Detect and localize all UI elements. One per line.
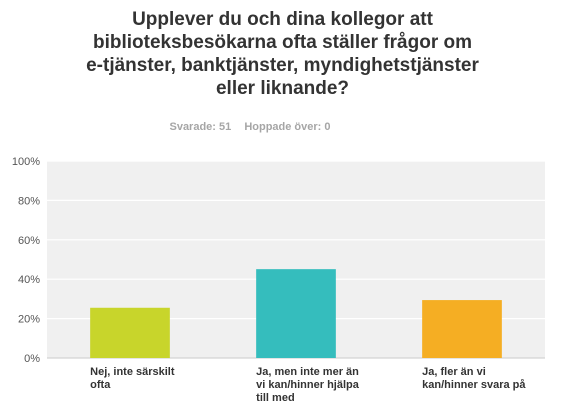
y-tick-label: 40% bbox=[18, 274, 40, 286]
category-label-line: Ja, men inte mer än bbox=[256, 366, 359, 378]
y-tick-label: 20% bbox=[18, 314, 40, 326]
response-summary: Svarade: 51 Hoppade över: 0 bbox=[0, 121, 500, 133]
bar-1 bbox=[90, 307, 170, 358]
category-label: Ja, men inte mer än vi kan/hinner hjälpa t… bbox=[256, 366, 396, 405]
answered-count: Svarade: 51 bbox=[169, 121, 232, 133]
y-tick-label: 100% bbox=[12, 156, 40, 168]
question-title: Upplever du och dina kollegor att biblio… bbox=[86, 9, 479, 99]
skipped-count: Hoppade över: 0 bbox=[244, 121, 331, 133]
category-label-line: Nej, inte särskilt bbox=[90, 366, 175, 378]
y-tick-label: 80% bbox=[18, 195, 40, 207]
category-label: Ja, fler än vi kan/hinner svara på bbox=[422, 366, 562, 392]
bar-3 bbox=[422, 300, 502, 358]
category-label-line: till med bbox=[256, 392, 295, 404]
category-label: Nej, inte särskilt ofta bbox=[90, 366, 230, 392]
category-label-line: vi kan/hinner hjälpa bbox=[256, 379, 359, 391]
y-tick-label: 0% bbox=[24, 353, 40, 365]
bar-2 bbox=[256, 269, 336, 358]
y-tick-label: 60% bbox=[18, 235, 40, 247]
category-label-line: kan/hinner svara på bbox=[422, 379, 526, 391]
category-label-line: ofta bbox=[90, 379, 111, 391]
category-label-line: Ja, fler än vi bbox=[422, 366, 486, 378]
